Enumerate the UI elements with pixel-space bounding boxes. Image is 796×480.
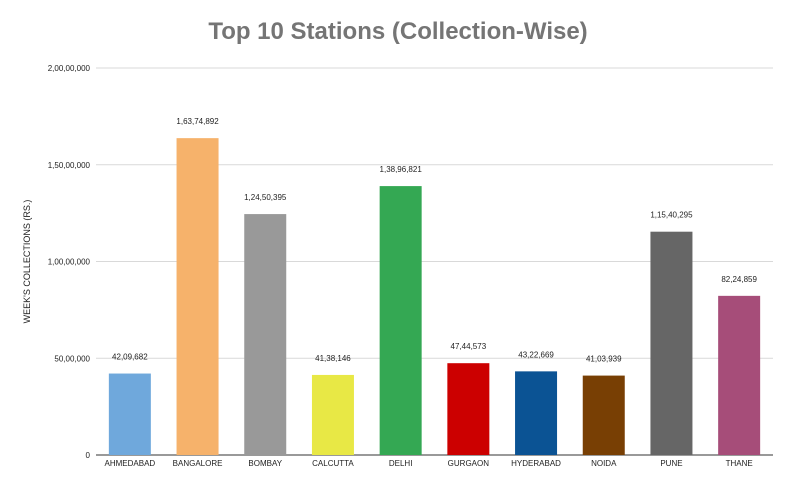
- y-tick-label: 2,00,00,000: [48, 64, 91, 73]
- x-tick-label: CALCUTTA: [312, 459, 354, 468]
- bars: [108, 138, 761, 456]
- x-tick-label: NOIDA: [591, 459, 617, 468]
- x-tick-label: HYDERABAD: [511, 459, 561, 468]
- chart-title: Top 10 Stations (Collection-Wise): [208, 18, 588, 45]
- x-tick-label: THANE: [726, 459, 753, 468]
- data-label: 42,09,682: [112, 353, 148, 362]
- y-axis-title: WEEK'S COLLECTIONS (RS.): [22, 200, 32, 324]
- bar-gurgaon: [447, 363, 490, 455]
- y-tick-label: 1,50,00,000: [48, 161, 91, 170]
- x-tick-label: AHMEDABAD: [105, 459, 156, 468]
- data-label: 1,15,40,295: [650, 211, 693, 220]
- data-label: 41,03,939: [586, 355, 622, 364]
- bar-bombay: [244, 214, 287, 455]
- x-tick-label: GURGAON: [448, 459, 490, 468]
- bar-noida: [582, 375, 625, 455]
- bar-hyderabad: [515, 371, 558, 455]
- y-tick-label: 0: [86, 451, 91, 460]
- bar-bangalore: [176, 138, 219, 455]
- y-tick-label: 50,00,000: [54, 354, 90, 363]
- data-labels: 42,09,682 1,63,74,892 1,24,50,395 41,38,146…: [112, 117, 757, 363]
- data-label: 1,63,74,892: [176, 117, 219, 126]
- bar-delhi: [379, 186, 422, 456]
- data-label: 43,22,669: [518, 350, 554, 359]
- data-label: 1,38,96,821: [380, 165, 423, 174]
- data-label: 1,24,50,395: [244, 193, 287, 202]
- bar-calcutta: [311, 374, 354, 455]
- y-axis-ticks: 0 50,00,000 1,00,00,000 1,50,00,000 2,00,00,…: [48, 64, 91, 460]
- x-tick-label: BOMBAY: [248, 459, 282, 468]
- x-axis-ticks: AHMEDABAD BANGALORE BOMBAY CALCUTTA DELHI GUR…: [105, 459, 753, 468]
- data-label: 41,38,146: [315, 354, 351, 363]
- bar-ahmedabad: [108, 373, 151, 455]
- bar-thane: [718, 295, 761, 455]
- bar-pune: [650, 231, 693, 455]
- data-label: 82,24,859: [721, 275, 757, 284]
- x-tick-label: PUNE: [660, 459, 682, 468]
- y-tick-label: 1,00,00,000: [48, 258, 91, 267]
- x-tick-label: DELHI: [389, 459, 413, 468]
- x-tick-label: BANGALORE: [173, 459, 223, 468]
- data-label: 47,44,573: [451, 342, 487, 351]
